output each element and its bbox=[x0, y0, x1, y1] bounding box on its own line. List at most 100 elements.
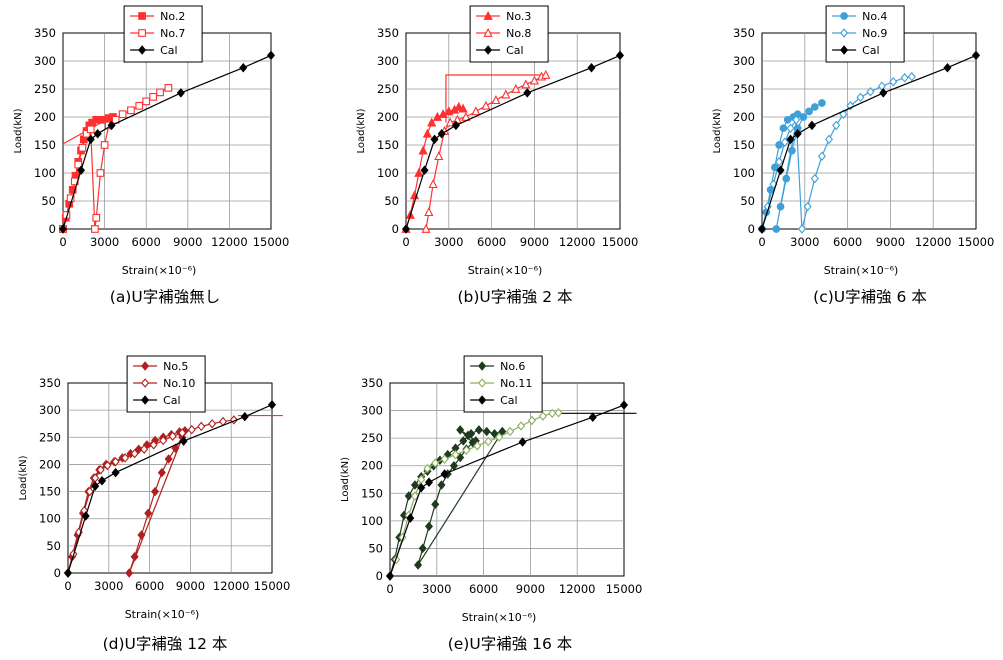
y-axis-label: Load(kN) bbox=[356, 108, 367, 153]
data-point bbox=[776, 202, 785, 211]
data-point bbox=[421, 223, 431, 233]
series-line bbox=[405, 54, 621, 230]
data-point bbox=[82, 129, 91, 138]
x-tick-label: 0 bbox=[386, 582, 393, 596]
legend-marker bbox=[840, 28, 849, 38]
data-point bbox=[418, 145, 428, 155]
data-point bbox=[757, 224, 767, 234]
data-point bbox=[445, 117, 455, 127]
x-axis-label: Strain(×10⁻⁶) bbox=[468, 264, 543, 277]
data-point bbox=[523, 88, 532, 98]
data-point bbox=[431, 458, 440, 468]
reference-line bbox=[445, 74, 546, 123]
x-tick-label: 9000 bbox=[876, 235, 905, 249]
y-tick-label: 0 bbox=[392, 222, 399, 236]
data-point bbox=[66, 194, 75, 203]
y-tick-label: 100 bbox=[733, 166, 755, 180]
data-point bbox=[176, 88, 185, 98]
data-point bbox=[85, 486, 94, 497]
data-point bbox=[799, 113, 808, 121]
data-point bbox=[77, 165, 86, 175]
data-point bbox=[427, 117, 437, 127]
data-point bbox=[422, 128, 433, 138]
data-point bbox=[418, 543, 427, 554]
x-tick-label: 6000 bbox=[132, 235, 161, 249]
data-point bbox=[786, 134, 795, 145]
series-no4 bbox=[758, 99, 826, 233]
legend-box bbox=[463, 355, 543, 413]
data-point bbox=[775, 157, 784, 167]
data-point bbox=[588, 412, 597, 422]
data-point bbox=[208, 418, 217, 429]
chart-caption: (c)U字補強 6 本 bbox=[813, 288, 927, 306]
data-point bbox=[474, 425, 483, 435]
data-point bbox=[780, 137, 789, 147]
legend-marker bbox=[483, 27, 493, 37]
legend-marker bbox=[483, 10, 493, 20]
legend-label: No.7 bbox=[160, 27, 185, 40]
y-tick-label: 150 bbox=[39, 485, 61, 499]
data-point bbox=[229, 415, 238, 425]
x-tick-label: 3000 bbox=[422, 582, 451, 596]
legend-label: Cal bbox=[163, 394, 180, 407]
legend-marker bbox=[478, 395, 487, 405]
y-axis-label: Load(kN) bbox=[13, 108, 24, 153]
data-point bbox=[417, 483, 426, 493]
y-tick-label: 50 bbox=[46, 539, 61, 553]
data-point bbox=[459, 436, 468, 446]
data-point bbox=[424, 207, 434, 217]
data-point bbox=[856, 92, 865, 103]
data-point bbox=[420, 165, 429, 175]
y-tick-label: 250 bbox=[733, 82, 755, 96]
data-point bbox=[943, 62, 952, 73]
data-point bbox=[96, 465, 105, 475]
data-point bbox=[495, 432, 504, 442]
data-point bbox=[529, 75, 540, 85]
data-point bbox=[149, 92, 157, 101]
legend-label: Cal bbox=[500, 394, 517, 407]
data-point bbox=[63, 568, 73, 578]
data-point bbox=[86, 125, 95, 134]
y-tick-label: 200 bbox=[361, 459, 383, 473]
data-point bbox=[437, 480, 446, 490]
y-tick-label: 0 bbox=[49, 222, 56, 236]
y-tick-label: 250 bbox=[377, 82, 399, 96]
data-point bbox=[428, 179, 438, 189]
data-point bbox=[151, 486, 160, 497]
data-point bbox=[179, 436, 188, 446]
legend-label: No.5 bbox=[163, 360, 188, 373]
legend-box bbox=[825, 5, 905, 63]
data-point bbox=[832, 120, 841, 131]
data-point bbox=[451, 120, 460, 131]
x-tick-label: 15000 bbox=[958, 235, 995, 249]
data-point bbox=[471, 106, 481, 116]
data-point bbox=[97, 115, 106, 124]
data-point bbox=[463, 430, 473, 441]
data-point bbox=[793, 129, 802, 139]
legend-box bbox=[126, 355, 206, 413]
x-tick-label: 0 bbox=[758, 235, 765, 249]
data-point bbox=[866, 87, 875, 97]
data-point bbox=[137, 530, 146, 540]
chart-panel-4: 0 3000 6000 9000 12000 15000 0 50 100 150 200 250 30… bbox=[18, 355, 290, 653]
data-point bbox=[92, 213, 101, 222]
data-point bbox=[437, 129, 446, 139]
data-point bbox=[240, 411, 249, 422]
y-axis-label: Load(kN) bbox=[18, 455, 29, 500]
data-point bbox=[140, 444, 149, 454]
data-point bbox=[484, 436, 493, 447]
data-point bbox=[178, 428, 187, 438]
data-point bbox=[239, 62, 248, 73]
legend-label: Cal bbox=[862, 44, 879, 57]
data-point bbox=[431, 499, 440, 510]
data-point bbox=[97, 475, 107, 486]
legend-marker bbox=[141, 378, 150, 388]
data-point bbox=[159, 435, 168, 446]
data-point bbox=[527, 415, 536, 426]
data-point bbox=[134, 444, 143, 454]
x-tick-label: 6000 bbox=[469, 582, 498, 596]
legend-label: No.6 bbox=[500, 360, 525, 373]
x-tick-label: 6000 bbox=[477, 235, 506, 249]
legend: No.6 No.11 Cal bbox=[463, 355, 543, 413]
